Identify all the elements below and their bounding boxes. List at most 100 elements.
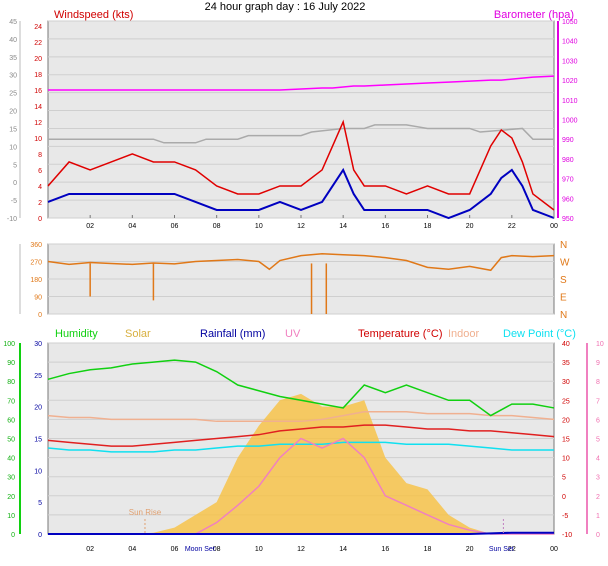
wind-outer-tick: -5 xyxy=(11,198,17,205)
wind-x-tick: 14 xyxy=(339,223,347,230)
wind-inner-tick: 14 xyxy=(34,104,42,111)
legend-dew-point-c-: Dew Point (°C) xyxy=(503,328,576,340)
humidity-tick: 90 xyxy=(7,360,15,367)
series-gust-line xyxy=(47,119,555,211)
climate-x-tick: 22 xyxy=(508,546,516,553)
climate-x-tick: 14 xyxy=(339,546,347,553)
temperature-tick: 20 xyxy=(562,417,570,424)
humidity-tick: 80 xyxy=(7,379,15,386)
compass-tick: N xyxy=(560,310,567,321)
climate-x-tick: 08 xyxy=(213,546,221,553)
barometer-tick: 1020 xyxy=(562,78,578,85)
humidity-tick: 70 xyxy=(7,398,15,405)
wind-x-tick: 08 xyxy=(213,223,221,230)
climate-x-tick: 16 xyxy=(381,546,389,553)
legend-indoor: Indoor xyxy=(448,328,480,340)
climate-x-tick: 12 xyxy=(297,546,305,553)
barometer-tick: 1010 xyxy=(562,98,578,105)
series-solar-area xyxy=(48,393,554,534)
wind-x-tick: 18 xyxy=(424,223,432,230)
direction-tick: 0 xyxy=(38,312,42,319)
rain-tick: 25 xyxy=(34,373,42,380)
wind-inner-tick: 12 xyxy=(34,120,42,127)
sun-rise-marker-label: Sun Rise xyxy=(129,508,162,517)
direction-tick: 270 xyxy=(30,260,42,267)
rain-tick: 0 xyxy=(38,532,42,539)
uv-tick: 2 xyxy=(596,494,600,501)
wind-inner-tick: 4 xyxy=(38,184,42,191)
wind-outer-tick: 35 xyxy=(9,55,17,62)
climate-x-tick: 06 xyxy=(171,546,179,553)
temperature-tick: 5 xyxy=(562,475,566,482)
wind-outer-tick: 20 xyxy=(9,109,17,116)
direction-tick: 360 xyxy=(30,242,42,249)
humidity-tick: 50 xyxy=(7,437,15,444)
temperature-tick: 0 xyxy=(562,494,566,501)
uv-tick: 0 xyxy=(596,532,600,539)
wind-inner-tick: 0 xyxy=(38,216,42,223)
wind-inner-tick: 16 xyxy=(34,88,42,95)
barometer-tick: 950 xyxy=(562,216,574,223)
barometer-tick: 980 xyxy=(562,157,574,164)
uv-tick: 1 xyxy=(596,513,600,520)
wind-outer-tick: 45 xyxy=(9,19,17,26)
compass-tick: W xyxy=(560,258,570,269)
barometer-tick: 1030 xyxy=(562,58,578,65)
barometer-tick: 1040 xyxy=(562,39,578,46)
barometer-tick: 1000 xyxy=(562,118,578,125)
rain-tick: 30 xyxy=(34,341,42,348)
humidity-tick: 0 xyxy=(11,532,15,539)
wind-x-tick: 06 xyxy=(171,223,179,230)
series-temperature-c--line xyxy=(47,424,555,447)
rain-tick: 5 xyxy=(38,500,42,507)
wind-inner-tick: 20 xyxy=(34,56,42,63)
wind-inner-tick: 10 xyxy=(34,136,42,143)
direction-tick: 180 xyxy=(30,277,42,284)
legend-humidity: Humidity xyxy=(55,328,98,340)
wind-inner-tick: 2 xyxy=(38,200,42,207)
wind-outer-tick: -10 xyxy=(7,216,17,223)
compass-tick: E xyxy=(560,293,567,304)
wind-inner-tick: 6 xyxy=(38,168,42,175)
rain-tick: 10 xyxy=(34,468,42,475)
wind-inner-tick: 24 xyxy=(34,24,42,31)
humidity-tick: 10 xyxy=(7,513,15,520)
rain-tick: 20 xyxy=(34,405,42,412)
climate-x-tick: 20 xyxy=(466,546,474,553)
uv-tick: 7 xyxy=(596,398,600,405)
rain-tick: 15 xyxy=(34,437,42,444)
barometer-tick: 990 xyxy=(562,137,574,144)
wind-x-tick: 00 xyxy=(550,223,558,230)
moon-set-label: Moon Set xyxy=(185,546,215,553)
temperature-tick: 25 xyxy=(562,398,570,405)
climate-x-tick: 10 xyxy=(255,546,263,553)
wind-outer-tick: 40 xyxy=(9,37,17,44)
direction-tick: 90 xyxy=(34,295,42,302)
wind-x-tick: 02 xyxy=(86,223,94,230)
wind-x-tick: 04 xyxy=(128,223,136,230)
page-title: 24 hour graph day : 16 July 2022 xyxy=(205,1,366,13)
uv-tick: 3 xyxy=(596,475,600,482)
uv-tick: 8 xyxy=(596,379,600,386)
wind-x-tick: 10 xyxy=(255,223,263,230)
humidity-tick: 60 xyxy=(7,417,15,424)
barometer-axis-title: Barometer (hpa) xyxy=(494,9,574,21)
climate-x-tick: 18 xyxy=(424,546,432,553)
wind-x-tick: 12 xyxy=(297,223,305,230)
series-humidity-line xyxy=(47,359,555,417)
climate-x-tick: 04 xyxy=(128,546,136,553)
wind-panel-frame xyxy=(47,20,555,219)
uv-tick: 10 xyxy=(596,341,604,348)
barometer-tick: 1050 xyxy=(562,19,578,26)
series-indoor-line xyxy=(47,411,555,423)
temperature-tick: 30 xyxy=(562,379,570,386)
wind-x-tick: 20 xyxy=(466,223,474,230)
wind-outer-tick: 0 xyxy=(13,180,17,187)
legend-temperature-c-: Temperature (°C) xyxy=(358,328,442,340)
wind-inner-tick: 8 xyxy=(38,152,42,159)
uv-tick: 9 xyxy=(596,360,600,367)
legend-rainfall-mm-: Rainfall (mm) xyxy=(200,328,265,340)
wind-outer-tick: 5 xyxy=(13,162,17,169)
wind-outer-tick: 25 xyxy=(9,91,17,98)
